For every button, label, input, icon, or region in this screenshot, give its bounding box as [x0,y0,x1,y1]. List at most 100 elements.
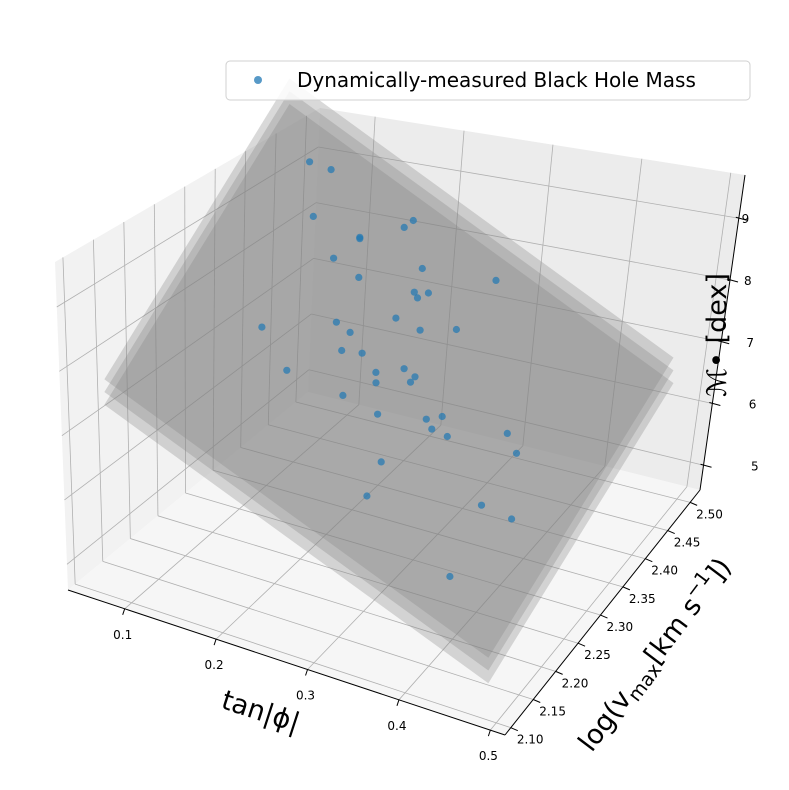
data-point [339,391,347,399]
x-gridline-back [440,130,465,426]
back-pane [308,108,745,490]
data-point [413,294,422,302]
y-gridline-left [153,204,159,516]
z-tick-label: 9 [742,212,750,226]
y-gridline-floor [102,560,534,700]
x-tick [213,638,217,646]
z-tick [718,340,730,345]
data-point [411,373,419,381]
z-tick-label: 5 [751,459,759,473]
y-gridline-left [267,133,277,425]
fit-plane-1 [104,91,674,671]
data-point [332,318,340,326]
data-point [446,572,454,581]
data-point [512,449,521,457]
y-tick-label: 2.35 [629,592,656,606]
z-axis-line [699,174,746,491]
x-tick-label: 0.1 [113,628,132,642]
data-point [428,425,436,433]
data-point [409,216,417,225]
y-tick [645,558,653,563]
y-tick [555,670,563,675]
fit-plane-2 [104,103,674,684]
data-point [355,273,363,281]
z-tick [726,278,739,283]
data-point [406,378,415,386]
data-point [346,328,354,336]
y-tick-label: 2.25 [584,648,611,662]
data-point [372,379,380,387]
x-axis-label: tan|ϕ| [218,685,304,739]
x-tick [396,699,400,706]
y-tick-label: 2.15 [539,705,566,719]
data-point [306,158,314,166]
z-gridline-back [318,146,739,219]
y-tick [533,699,541,703]
x-gridline-back [522,144,554,446]
z-gridline-left [59,202,317,372]
data-point [400,223,408,231]
z-gridline-back [313,257,722,343]
z-axis-label: ℳ• [dex] [702,273,733,397]
data-point [372,368,380,376]
y-gridline-floor [75,583,511,729]
data-point [443,432,451,441]
z-gridline-left [66,369,310,565]
y-gridline-left [123,221,131,539]
y-tick-label: 2.50 [696,507,723,521]
x-tick-label: 0.4 [387,719,406,733]
y-gridline-floor [268,424,668,531]
y-gridline-floor [185,492,601,616]
y-tick-label: 2.40 [651,564,678,578]
x-gridline-back [604,158,643,467]
data-point [452,325,460,334]
data-point [309,212,317,220]
y-tick-label: 2.30 [606,620,633,634]
z-tick-label: 7 [746,336,754,350]
z-gridline-left [64,313,312,501]
data-point [416,326,424,334]
legend-marker [254,76,262,84]
x-gridline-back [686,172,732,487]
floor-pane [68,392,700,735]
legend-entry-label: Dynamically-measured Black Hole Mass [297,68,696,92]
data-point [356,235,364,243]
y-gridline-floor [240,447,646,560]
y-tick-label: 2.10 [517,733,544,747]
y-gridline-floor [212,469,624,588]
y-gridline-floor [157,515,579,644]
y-gridline-left [92,239,104,562]
data-point [258,323,266,331]
z-tick [735,216,747,221]
z-gridline-back [315,202,731,281]
z-tick [700,463,712,468]
fit-plane-0 [104,78,674,658]
y-gridline-left [184,186,186,494]
y-tick [510,727,519,732]
x-tick-label: 0.3 [296,688,315,702]
y-tick [600,614,608,619]
data-point [424,289,432,297]
y-gridline-floor [295,401,691,503]
data-point [438,412,446,421]
z-tick-label: 8 [744,274,752,288]
data-point [358,349,366,357]
data-point [492,276,500,284]
data-point [338,346,346,355]
y-tick [577,642,586,647]
legend-box [225,60,751,101]
data-point [283,366,291,374]
data-point [377,458,385,466]
data-point [400,365,408,373]
legend: Dynamically-measured Black Hole Mass [225,60,751,101]
data-point [418,264,426,273]
y-gridline-floor [130,538,556,672]
data-point [374,410,382,418]
y-tick [667,530,675,535]
data-point [363,492,371,500]
z-tick-label: 6 [749,398,757,412]
y-gridline-left [212,168,216,471]
data-point [410,288,418,296]
data-point [330,254,338,262]
